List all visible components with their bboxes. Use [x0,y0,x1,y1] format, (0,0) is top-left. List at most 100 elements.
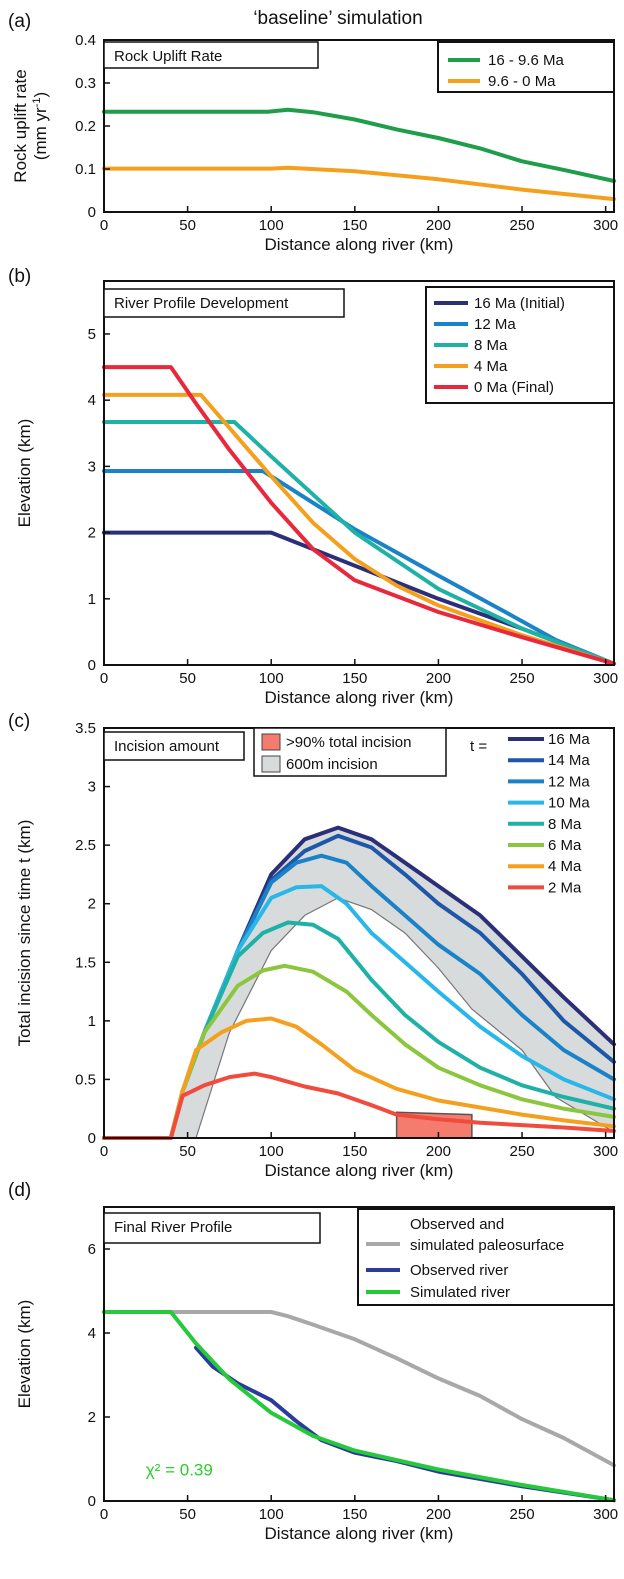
y-tick-label: 1 [88,591,96,608]
legend-label: 10 Ma [548,795,590,812]
x-tick-label: 250 [510,217,535,234]
x-tick-label: 0 [100,217,108,234]
x-tick-label: 200 [426,670,451,687]
legend-label: Observed and [410,1216,504,1233]
legend-frame [357,1208,615,1306]
x-axis-label: Distance along river (km) [265,1161,454,1180]
x-tick-label: 50 [179,670,196,687]
y-axis-label: Elevation (km) [15,1300,34,1409]
box-title-frame [103,731,245,761]
legend: Observed and simulated paleosurface Observ… [357,1208,615,1306]
shade-legend-swatch [261,733,281,751]
legend-label: 4 Ma [548,858,582,875]
y-tick-label: 4 [88,392,96,409]
box-title-frame [103,41,319,69]
x-tick-label: 50 [179,217,196,234]
chart-panel-a: (a) 0 50 100 150 200 250 300 0 0.1 0.2 0.3 0.4 Distan… [8,11,618,254]
legend: 16 Ma (Initial) 12 Ma 8 Ma 4 Ma 0 Ma (Fin… [425,286,615,404]
x-tick-label: 300 [593,1143,618,1160]
x-tick-label: 0 [100,1506,108,1523]
x-tick-label: 0 [100,1143,108,1160]
box-title: River Profile Development [114,295,289,312]
series-line-3 [102,392,616,666]
chi-square-annotation: χ² = 0.39 [146,1461,213,1480]
x-tick-label: 100 [259,217,284,234]
x-tick-label: 150 [342,1143,367,1160]
chart-panel-b: (b) 0 50 100 150 200 250 300 0 1 2 3 4 5 Distance alon… [8,266,618,707]
legend-label: 8 Ma [548,816,582,833]
figure-title: ‘baseline’ simulation [253,8,422,29]
series-line-1 [102,165,616,202]
y-axis-units: (mm yr-1) [31,92,50,160]
y-tick-label: 3 [88,458,96,475]
y-tick-label: 0.2 [75,118,96,135]
x-tick-label: 50 [179,1143,196,1160]
legend-label: 0 Ma (Final) [474,379,554,396]
series-line-6 [102,1016,616,1140]
legend-label: 4 Ma [474,358,508,375]
series-line-2 [102,420,616,666]
x-tick-label: 200 [426,1506,451,1523]
x-tick-label: 150 [342,217,367,234]
y-tick-label: 0.4 [75,32,96,49]
series-line-4 [102,365,616,666]
panel-label: (d) [8,1180,31,1201]
y-tick-label: 0.5 [75,1071,96,1088]
y-tick-label: 0 [88,204,96,221]
y-tick-label: 2.5 [75,837,96,854]
x-axis-label: Distance along river (km) [265,235,454,254]
x-tick-label: 300 [593,670,618,687]
box-title: Incision amount [114,738,220,755]
y-tick-label: 4 [88,1325,96,1342]
x-tick-label: 200 [426,1143,451,1160]
incision-600m-band [104,827,614,1138]
y-tick-label: 3 [88,779,96,796]
y-tick-label: 3.5 [75,720,96,737]
series-line-1 [194,1345,616,1503]
shade-legend-frame [253,727,447,777]
box-title: Final River Profile [114,1219,232,1236]
shade-legend-swatch [261,755,281,773]
x-axis-label: Distance along river (km) [265,688,454,707]
series-line-0 [102,107,616,183]
x-tick-label: 150 [342,1506,367,1523]
legend-label: 12 Ma [474,316,516,333]
series-line-0 [102,1310,616,1468]
legend: 16 - 9.6 Ma 9.6 - 0 Ma [437,41,615,93]
x-tick-label: 100 [259,670,284,687]
legend-label: 16 Ma [548,731,590,748]
series-line-7 [102,1071,616,1140]
y-axis-label: Total incision since time t (km) [15,820,34,1047]
chart-panel-c: (c) 0 50 100 150 200 250 300 0 0.5 1 1.5 2 2.5 3 3.5 Dis… [8,711,618,1180]
x-tick-label: 250 [510,1506,535,1523]
x-tick-label: 100 [259,1143,284,1160]
legend-frame [437,41,615,93]
y-tick-label: 1.5 [75,954,96,971]
y-tick-label: 1 [88,1013,96,1030]
x-tick-label: 0 [100,670,108,687]
legend-label: 14 Ma [548,752,590,769]
legend-label: 16 - 9.6 Ma [488,52,565,69]
legend-prefix: t = [470,738,487,755]
incision-600m-line [104,897,615,1139]
box-title-frame [103,1212,321,1244]
y-tick-label: 2 [88,896,96,913]
y-tick-label: 0 [88,657,96,674]
legend-label: 2 Ma [548,879,582,896]
x-tick-label: 150 [342,670,367,687]
x-tick-label: 50 [179,1506,196,1523]
panel-label: (b) [8,266,31,287]
panel-label: (c) [8,711,30,732]
legend-label: 8 Ma [474,337,508,354]
legend-label: Simulated river [410,1284,510,1301]
y-tick-label: 2 [88,1409,96,1426]
chart-panel-d: (d) 0 50 100 150 200 250 300 0 2 4 6 Distance along … [8,1180,618,1543]
legend-label: 12 Ma [548,773,590,790]
y-axis-label: Elevation (km) [15,419,34,528]
shade-legend-label: >90% total incision [286,734,412,751]
box-title-frame [103,288,345,318]
legend-label: simulated paleosurface [410,1237,564,1254]
legend-label: 6 Ma [548,837,582,854]
x-tick-label: 250 [510,670,535,687]
x-tick-label: 100 [259,1506,284,1523]
